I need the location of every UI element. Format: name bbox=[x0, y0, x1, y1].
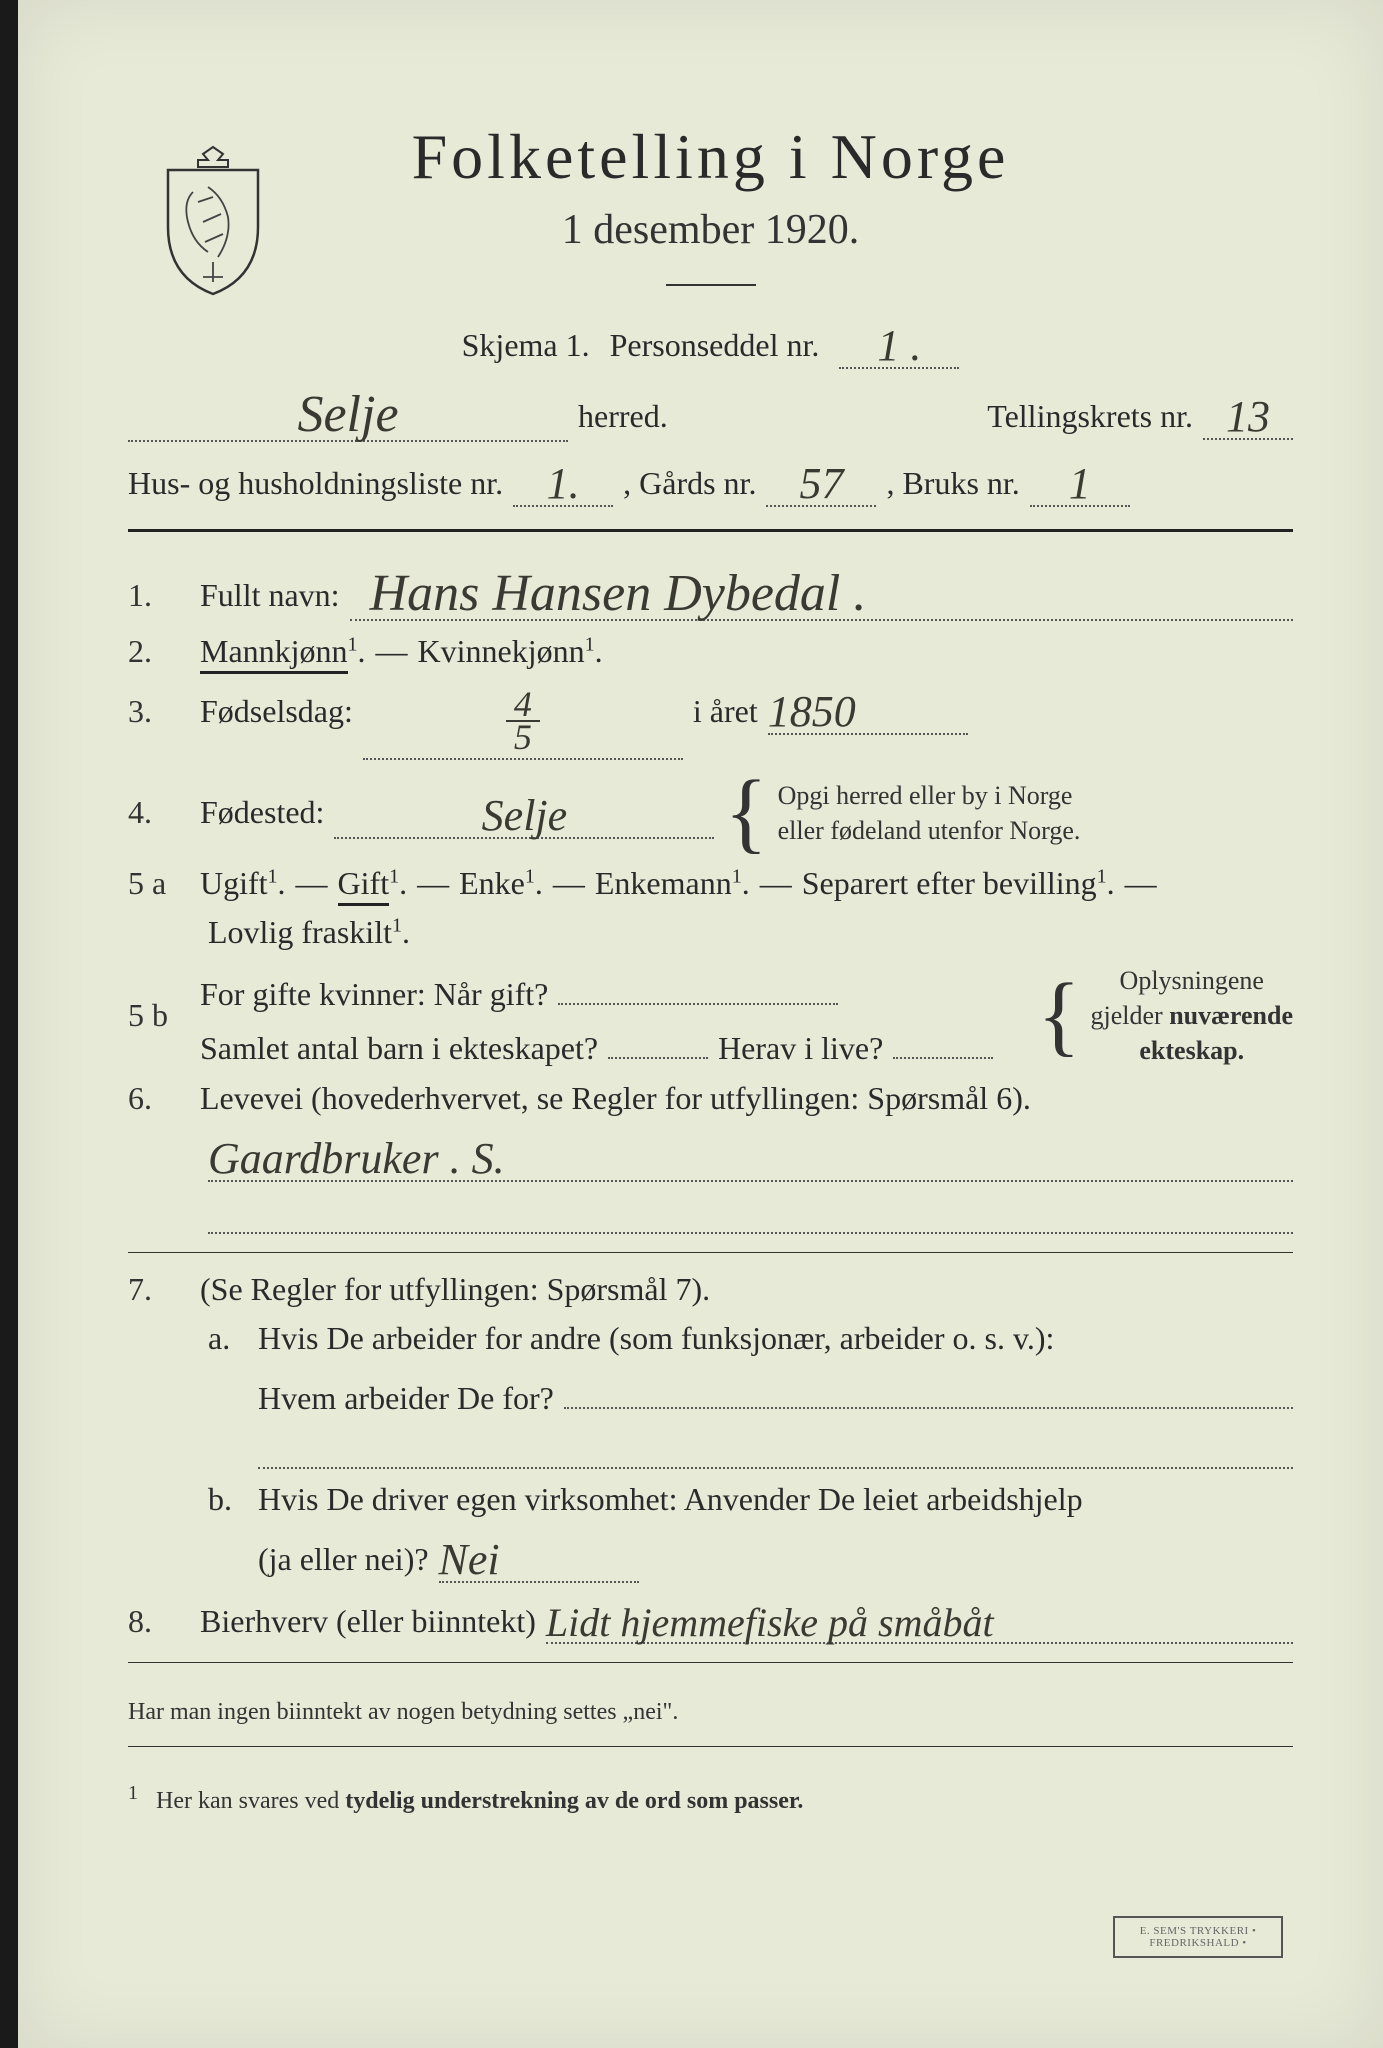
bruks-label: , Bruks nr. bbox=[886, 465, 1019, 502]
q8-num: 8. bbox=[128, 1603, 190, 1640]
q7b-row2: (ja eller nei)? Nei bbox=[258, 1530, 1293, 1583]
tellingskrets-value: 13 bbox=[1226, 392, 1270, 441]
q2-row: 2. Mannkjønn1. — Kvinnekjønn1. bbox=[128, 633, 1293, 670]
herred-value: Selje bbox=[297, 386, 398, 443]
hus-label: Hus- og husholdningsliste nr. bbox=[128, 465, 503, 502]
q5a-num: 5 a bbox=[128, 865, 190, 902]
skjema-label: Skjema 1. bbox=[462, 327, 590, 364]
q5b-note: Oplysningene gjelder nuværende ekteskap. bbox=[1091, 963, 1293, 1068]
q5b-row: 5 b For gifte kvinner: Når gift? Samlet … bbox=[128, 963, 1293, 1068]
divider bbox=[666, 284, 756, 286]
bruks-value: 1 bbox=[1069, 459, 1091, 508]
q7b-row: b. Hvis De driver egen virksomhet: Anven… bbox=[208, 1481, 1293, 1518]
gards-value: 57 bbox=[799, 459, 843, 508]
herred-row: Selje herred. Tellingskrets nr. 13 bbox=[128, 381, 1293, 442]
q8-value: Lidt hjemmefiske på småbåt bbox=[546, 1600, 994, 1645]
title: Folketelling i Norge bbox=[128, 120, 1293, 194]
hus-row: Hus- og husholdningsliste nr. 1. , Gårds… bbox=[128, 454, 1293, 507]
hus-value: 1. bbox=[547, 459, 580, 508]
q7a-row2: Hvem arbeider De for? bbox=[258, 1369, 1293, 1417]
gards-label: , Gårds nr. bbox=[623, 465, 756, 502]
q6-num: 6. bbox=[128, 1080, 190, 1117]
subtitle: 1 desember 1920. bbox=[128, 206, 1293, 254]
q3-num: 3. bbox=[128, 693, 190, 730]
q2-mann: Mannkjønn bbox=[200, 633, 348, 674]
census-form-page: Folketelling i Norge 1 desember 1920. Sk… bbox=[0, 0, 1383, 2048]
personseddel-value: 1 . bbox=[877, 321, 921, 370]
q5b-num: 5 b bbox=[128, 997, 190, 1034]
divider-heavy-1 bbox=[128, 529, 1293, 532]
q1-value: Hans Hansen Dybedal . bbox=[370, 565, 867, 622]
q1-label: Fullt navn: bbox=[200, 577, 340, 614]
q7-label: (Se Regler for utfyllingen: Spørsmål 7). bbox=[200, 1271, 710, 1308]
divider-thin-1 bbox=[128, 1252, 1293, 1253]
q5a-gift: Gift bbox=[338, 865, 390, 906]
q6-row: 6. Levevei (hovederhvervet, se Regler fo… bbox=[128, 1080, 1293, 1117]
tellingskrets-label: Tellingskrets nr. bbox=[987, 398, 1193, 435]
q4-note: Opgi herred eller by i Norge eller fødel… bbox=[778, 778, 1081, 848]
brace-icon: { bbox=[724, 772, 767, 853]
q7-row: 7. (Se Regler for utfyllingen: Spørsmål … bbox=[128, 1271, 1293, 1308]
form-header: Folketelling i Norge 1 desember 1920. bbox=[128, 120, 1293, 286]
q7a-row: a. Hvis De arbeider for andre (som funks… bbox=[208, 1320, 1293, 1357]
q3-iaret: i året bbox=[693, 693, 758, 730]
q6-label: Levevei (hovederhvervet, se Regler for u… bbox=[200, 1080, 1031, 1117]
printer-stamp: E. SEM'S TRYKKERI • FREDRIKSHALD • bbox=[1113, 1916, 1283, 1958]
q3-year: 1850 bbox=[768, 687, 856, 736]
q3-label: Fødselsdag: bbox=[200, 693, 353, 730]
q1-row: 1. Fullt navn: Hans Hansen Dybedal . bbox=[128, 560, 1293, 621]
q4-label: Fødested: bbox=[200, 794, 324, 831]
q3-row: 3. Fødselsdag: 4 5 i året 1850 bbox=[128, 682, 1293, 760]
q6-value-row: Gaardbruker . S. bbox=[208, 1129, 1293, 1182]
q5a-row2: Lovlig fraskilt1. bbox=[208, 914, 1293, 951]
divider-thin-3 bbox=[128, 1746, 1293, 1747]
q4-num: 4. bbox=[128, 794, 190, 831]
herred-label: herred. bbox=[578, 398, 668, 435]
q2-kvinne: Kvinnekjønn bbox=[418, 633, 585, 669]
q4-value: Selje bbox=[482, 791, 568, 840]
skjema-row: Skjema 1. Personseddel nr. 1 . bbox=[128, 316, 1293, 369]
q2-num: 2. bbox=[128, 633, 190, 670]
q3-date: 4 5 bbox=[506, 689, 540, 752]
q4-row: 4. Fødested: Selje { Opgi herred eller b… bbox=[128, 772, 1293, 853]
coat-of-arms bbox=[153, 142, 273, 297]
q7b-value: Nei bbox=[439, 1535, 500, 1584]
q6-value: Gaardbruker . S. bbox=[208, 1134, 505, 1183]
footnote-2: 1 Her kan svares ved tydelig understrekn… bbox=[128, 1777, 1293, 1820]
footnote-1: Har man ingen biinntekt av nogen betydni… bbox=[128, 1693, 1293, 1731]
divider-thin-2 bbox=[128, 1662, 1293, 1663]
q8-row: 8. Bierhverv (eller biinntekt) Lidt hjem… bbox=[128, 1595, 1293, 1644]
q1-num: 1. bbox=[128, 577, 190, 614]
q7-num: 7. bbox=[128, 1271, 190, 1308]
q5a-row: 5 a Ugift1. — Gift1. — Enke1. — Enkemann… bbox=[128, 865, 1293, 902]
q8-label: Bierhverv (eller biinntekt) bbox=[200, 1603, 536, 1640]
personseddel-label: Personseddel nr. bbox=[610, 327, 820, 364]
brace-icon: { bbox=[1037, 975, 1080, 1056]
